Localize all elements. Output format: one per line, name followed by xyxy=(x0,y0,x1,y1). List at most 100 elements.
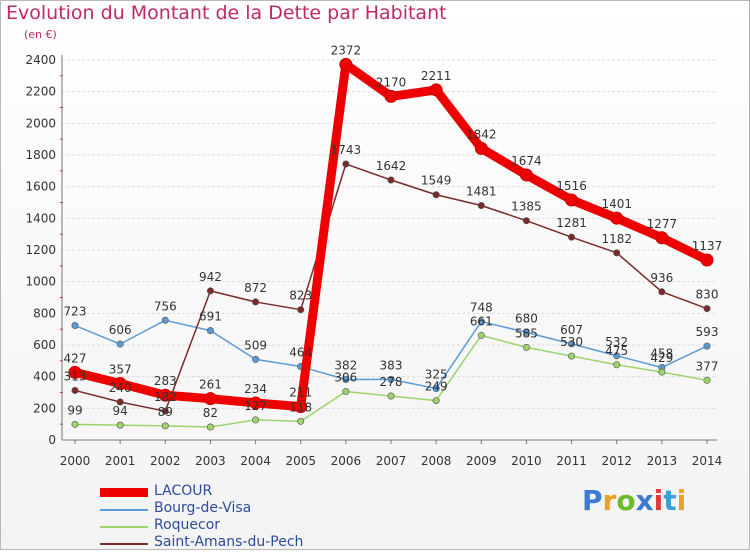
legend-item: Saint-Amans-du-Pech xyxy=(100,534,360,552)
data-label: 942 xyxy=(199,270,222,284)
data-point xyxy=(655,231,669,245)
legend-swatch xyxy=(100,526,148,528)
data-label: 509 xyxy=(244,338,267,352)
data-point xyxy=(71,420,79,428)
x-tick-label: 2003 xyxy=(195,454,226,468)
legend-item: Bourg-de-Visa xyxy=(100,500,360,518)
data-label: 661 xyxy=(470,314,493,328)
data-label: 427 xyxy=(64,351,87,365)
data-label: 532 xyxy=(605,335,628,349)
data-label: 1281 xyxy=(556,216,587,230)
data-label: 1642 xyxy=(376,159,407,173)
chart-title: Evolution du Montant de la Dette par Hab… xyxy=(6,2,447,24)
x-tick-label: 2012 xyxy=(601,454,632,468)
data-label: 830 xyxy=(696,288,719,302)
data-label: 458 xyxy=(650,346,673,360)
data-point xyxy=(384,89,398,103)
data-label: 872 xyxy=(244,281,267,295)
data-label: 94 xyxy=(113,404,128,418)
data-label: 823 xyxy=(289,289,312,303)
logo-letter: i xyxy=(653,484,664,517)
y-tick-label: 1600 xyxy=(25,180,56,194)
data-point xyxy=(342,160,350,168)
y-tick-label: 2000 xyxy=(25,116,56,130)
data-point xyxy=(203,392,217,406)
legend-label: Bourg-de-Visa xyxy=(154,500,252,516)
data-label: 2211 xyxy=(421,69,452,83)
data-point xyxy=(116,421,124,429)
data-point xyxy=(613,249,621,257)
data-label: 283 xyxy=(154,374,177,388)
x-tick-label: 2013 xyxy=(647,454,678,468)
data-point xyxy=(522,343,530,351)
data-label: 1277 xyxy=(647,217,678,231)
proxiti-logo: Proxiti xyxy=(582,484,686,517)
data-point xyxy=(249,396,263,410)
data-label: 464 xyxy=(289,346,312,360)
data-label: 1842 xyxy=(466,127,497,141)
y-tick-label: 2400 xyxy=(25,53,56,67)
y-tick-label: 400 xyxy=(33,370,56,384)
data-label: 1674 xyxy=(511,154,542,168)
data-label: 475 xyxy=(605,344,628,358)
data-label: 182 xyxy=(154,390,177,404)
x-tick-label: 2008 xyxy=(421,454,452,468)
data-label: 234 xyxy=(244,382,267,396)
data-label: 118 xyxy=(289,400,312,414)
data-point xyxy=(161,316,169,324)
x-tick-label: 2001 xyxy=(105,454,136,468)
data-label: 382 xyxy=(334,359,357,373)
data-point xyxy=(206,287,214,295)
data-point xyxy=(71,386,79,394)
data-point xyxy=(565,193,579,207)
data-label: 383 xyxy=(380,358,403,372)
data-label: 211 xyxy=(289,386,312,400)
data-point xyxy=(297,417,305,425)
data-point xyxy=(474,141,488,155)
y-tick-label: 1400 xyxy=(25,211,56,225)
x-tick-label: 2007 xyxy=(376,454,407,468)
data-label: 1182 xyxy=(601,232,632,246)
data-label: 2170 xyxy=(376,75,407,89)
x-tick-label: 2009 xyxy=(466,454,497,468)
data-label: 691 xyxy=(199,310,222,324)
data-label: 723 xyxy=(64,305,87,319)
data-label: 278 xyxy=(380,375,403,389)
data-point xyxy=(387,176,395,184)
y-tick-label: 600 xyxy=(33,338,56,352)
logo-letter: x xyxy=(635,484,654,517)
legend-item: LACOUR xyxy=(100,483,360,501)
data-label: 1401 xyxy=(601,197,632,211)
data-label: 89 xyxy=(158,405,173,419)
data-label: 429 xyxy=(650,351,673,365)
data-point xyxy=(700,253,714,267)
data-point xyxy=(252,416,260,424)
data-label: 607 xyxy=(560,323,583,337)
data-point xyxy=(342,376,350,384)
data-point xyxy=(658,288,666,296)
legend: LACOUR Bourg-de-Visa Roquecor Saint-Amans-d… xyxy=(100,483,360,552)
data-label: 261 xyxy=(199,378,222,392)
legend-swatch xyxy=(100,509,148,511)
data-point xyxy=(432,191,440,199)
y-tick-label: 800 xyxy=(33,306,56,320)
data-point xyxy=(522,217,530,225)
data-point xyxy=(477,202,485,210)
logo-letter: o xyxy=(616,484,636,517)
y-tick-label: 1200 xyxy=(25,243,56,257)
x-tick-label: 2005 xyxy=(285,454,316,468)
data-label: 748 xyxy=(470,301,493,315)
data-label: 325 xyxy=(425,368,448,382)
data-point xyxy=(294,400,308,414)
data-label: 1137 xyxy=(692,239,723,253)
data-point xyxy=(116,340,124,348)
data-point xyxy=(113,376,127,390)
data-label: 1743 xyxy=(331,143,362,157)
data-point xyxy=(68,365,82,379)
data-label: 936 xyxy=(650,271,673,285)
data-point xyxy=(519,168,533,182)
data-label: 127 xyxy=(244,399,267,413)
data-label: 606 xyxy=(109,323,132,337)
data-label: 82 xyxy=(203,406,218,420)
data-point xyxy=(703,376,711,384)
